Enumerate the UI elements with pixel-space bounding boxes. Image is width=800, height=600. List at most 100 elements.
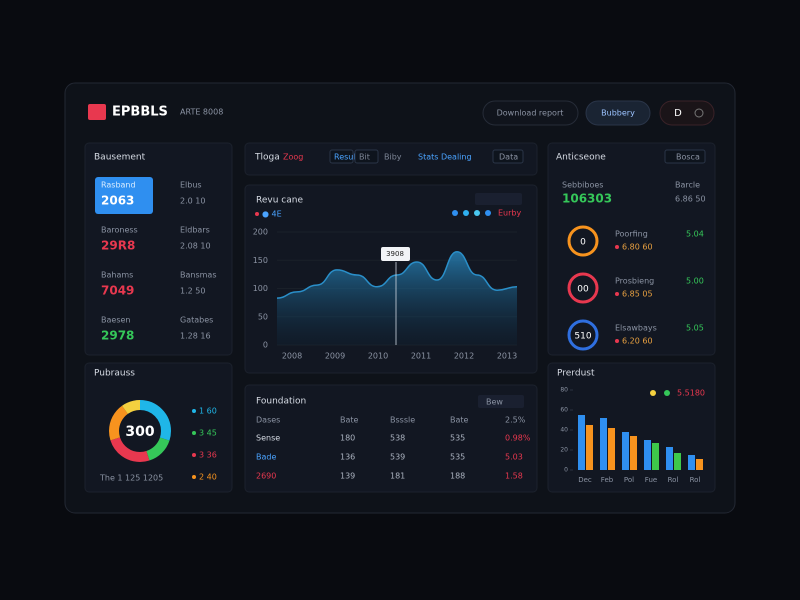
table-cell: 2690 [256, 472, 276, 481]
stat-value: 29R8 [101, 239, 135, 253]
y-tick-label: 50 [258, 312, 268, 321]
stat-value: 2978 [101, 329, 134, 343]
donut-segment [109, 400, 171, 462]
control[interactable] [475, 193, 522, 205]
x-tick-label: 2012 [454, 352, 474, 361]
column-header: Bate [340, 416, 359, 425]
button[interactable] [659, 100, 715, 126]
legend-dot [474, 210, 480, 216]
side-label: Barcle [675, 181, 700, 190]
legend-label: ● 4E [262, 210, 282, 219]
ring-sub: 6.85 05 [622, 290, 653, 299]
legend-dot [452, 210, 458, 216]
legend-label: Eurby [498, 209, 521, 218]
y-tick-label: 150 [253, 256, 268, 265]
table-cell: 539 [390, 453, 405, 462]
column-header: 2.5% [505, 416, 526, 425]
active-card [95, 177, 153, 214]
ring-label: 510 [574, 332, 591, 342]
table-cell: Bade [256, 453, 276, 462]
stat-label: Baroness [101, 226, 138, 235]
button-label: Bosca [676, 153, 700, 162]
summary-value: 106303 [562, 192, 612, 206]
stat-side-value: 1.28 16 [180, 332, 211, 341]
ring-change: 5.04 [686, 230, 704, 239]
button[interactable] [492, 149, 524, 164]
legend-dot [664, 390, 670, 396]
column-header: Bsssle [390, 416, 415, 425]
ring-name: Prosbieng [615, 277, 654, 286]
stat-side-value: 2.08 10 [180, 242, 211, 251]
x-tick-label: Dec [578, 476, 592, 484]
donut-center: 300 [125, 424, 154, 440]
ring-sub: 6.80 60 [622, 243, 653, 252]
ring [567, 319, 599, 351]
x-tick-label: 2008 [282, 352, 302, 361]
x-tick-label: Rol [668, 476, 679, 484]
chart-title: Revu cane [256, 196, 303, 206]
panel-title: Pubrauss [94, 369, 135, 379]
table-cell: 538 [390, 434, 405, 443]
y-tick-label: 100 [253, 284, 268, 293]
logo: EPBBLS [112, 105, 168, 120]
button-label: Download report [497, 109, 564, 118]
table-cell: 5.03 [505, 453, 523, 462]
panel-title: Bausement [94, 153, 146, 163]
tab[interactable] [329, 149, 354, 164]
bar [630, 436, 637, 470]
bar [688, 455, 695, 470]
column-header: Dases [256, 416, 280, 425]
footnote: The 1 125 1205 [99, 474, 163, 483]
bar [578, 415, 585, 470]
button-label: Bubbery [601, 109, 635, 118]
table-cell: 181 [390, 472, 405, 481]
ring [567, 272, 599, 304]
filter[interactable] [478, 395, 524, 408]
legend-label: 3 45 [199, 429, 217, 438]
ring-name: Elsawbays [615, 324, 657, 333]
chart-title: Prerdust [557, 369, 595, 379]
tab[interactable] [354, 149, 379, 164]
table-cell: 535 [450, 434, 465, 443]
x-tick-label: Pol [624, 476, 634, 484]
stat-side-label: Gatabes [180, 316, 213, 325]
stat-value: 2063 [101, 194, 134, 208]
stat-side-value: 2.0 10 [180, 197, 205, 206]
dot [615, 339, 619, 343]
y-tick-label: 80 [560, 387, 568, 394]
table-cell: 0.98% [505, 434, 531, 443]
panel [84, 362, 233, 493]
dot [615, 245, 619, 249]
button-label: D [674, 108, 682, 119]
table-cell: 136 [340, 453, 355, 462]
bar [652, 443, 659, 470]
donut-segment [109, 400, 171, 462]
x-tick-label: 2009 [325, 352, 345, 361]
ring-label: 00 [577, 285, 589, 295]
toolbar-badge: Zoog [283, 153, 303, 162]
bar [696, 459, 703, 470]
donut-segment [109, 400, 171, 462]
ring-change: 5.00 [686, 277, 704, 286]
legend-dot [192, 475, 196, 479]
x-tick-label: 2010 [368, 352, 388, 361]
stat-label: Rasband [101, 181, 136, 190]
table-cell: Sense [256, 434, 280, 443]
area-line [276, 251, 518, 299]
legend-label: 1 60 [199, 407, 217, 416]
stat-label: Bahams [101, 271, 133, 280]
stat-value: 7049 [101, 284, 134, 298]
legend-dot [485, 210, 491, 216]
panel [244, 142, 538, 176]
y-tick-label: 20 [560, 447, 568, 454]
bar [666, 447, 673, 470]
x-tick-label: 2013 [497, 352, 517, 361]
y-tick-label: 40 [560, 427, 568, 434]
button[interactable] [664, 149, 706, 164]
button[interactable] [585, 100, 651, 126]
stat-side-label: Elbus [180, 181, 202, 190]
button[interactable] [482, 100, 579, 126]
legend-dot [192, 453, 196, 457]
bar [608, 428, 615, 470]
